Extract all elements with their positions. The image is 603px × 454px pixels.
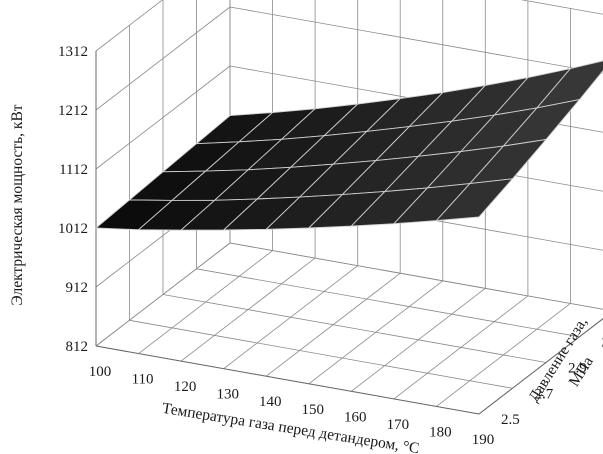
x-tick-label: 100	[89, 364, 112, 380]
x-tick-label: 160	[344, 409, 367, 425]
x-axis-title: Температура газа перед детандером, °C	[161, 400, 421, 454]
x-tick-label: 110	[132, 372, 154, 388]
left-wall-gridline	[95, 65, 231, 170]
y-tick-label: 2.7	[535, 386, 554, 402]
z-axis-title: Электрическая мощность, кВт	[9, 104, 26, 305]
floor-gridline	[196, 268, 580, 338]
floor-gridline	[129, 319, 513, 389]
left-wall-gridline	[95, 242, 231, 347]
left-wall-gridline	[95, 0, 164, 52]
x-tick-label: 170	[387, 417, 410, 433]
x-axis-line	[95, 345, 480, 415]
chart-back-panels	[95, 0, 603, 415]
x-tick-label: 120	[174, 379, 197, 395]
z-tick-label: 812	[66, 339, 89, 355]
back-wall-gridline	[229, 6, 603, 74]
z-tick-label: 1312	[58, 44, 88, 60]
back-wall-gridline	[520, 0, 603, 15]
surface-cell	[435, 178, 514, 222]
y-axis-line	[478, 318, 603, 415]
tick-labels: 100 110 120 130 140 150 160 170 180 190 2.5 2.7 2.9 3…	[58, 44, 603, 448]
x-tick-label: 180	[429, 424, 452, 440]
x-tick-label: 190	[472, 432, 495, 448]
z-tick-label: 1212	[58, 103, 88, 119]
x-tick-label: 130	[216, 387, 239, 403]
y-tick-label: 2.5	[501, 412, 520, 428]
y-axis-title-unit: МПа	[566, 354, 597, 390]
z-tick-label: 912	[66, 280, 89, 296]
y-tick-label: 3.1	[602, 335, 603, 351]
z-tick-label: 1112	[59, 162, 88, 178]
z-tick-label: 1012	[58, 221, 88, 237]
floor-gridline	[162, 294, 547, 363]
back-wall-gridline	[229, 242, 603, 310]
y-tick-label: 2.9	[568, 361, 587, 377]
left-wall-gridline	[95, 6, 231, 111]
surface-mesh	[94, 60, 603, 231]
x-tick-label: 150	[302, 402, 325, 418]
x-tick-label: 140	[259, 394, 282, 410]
